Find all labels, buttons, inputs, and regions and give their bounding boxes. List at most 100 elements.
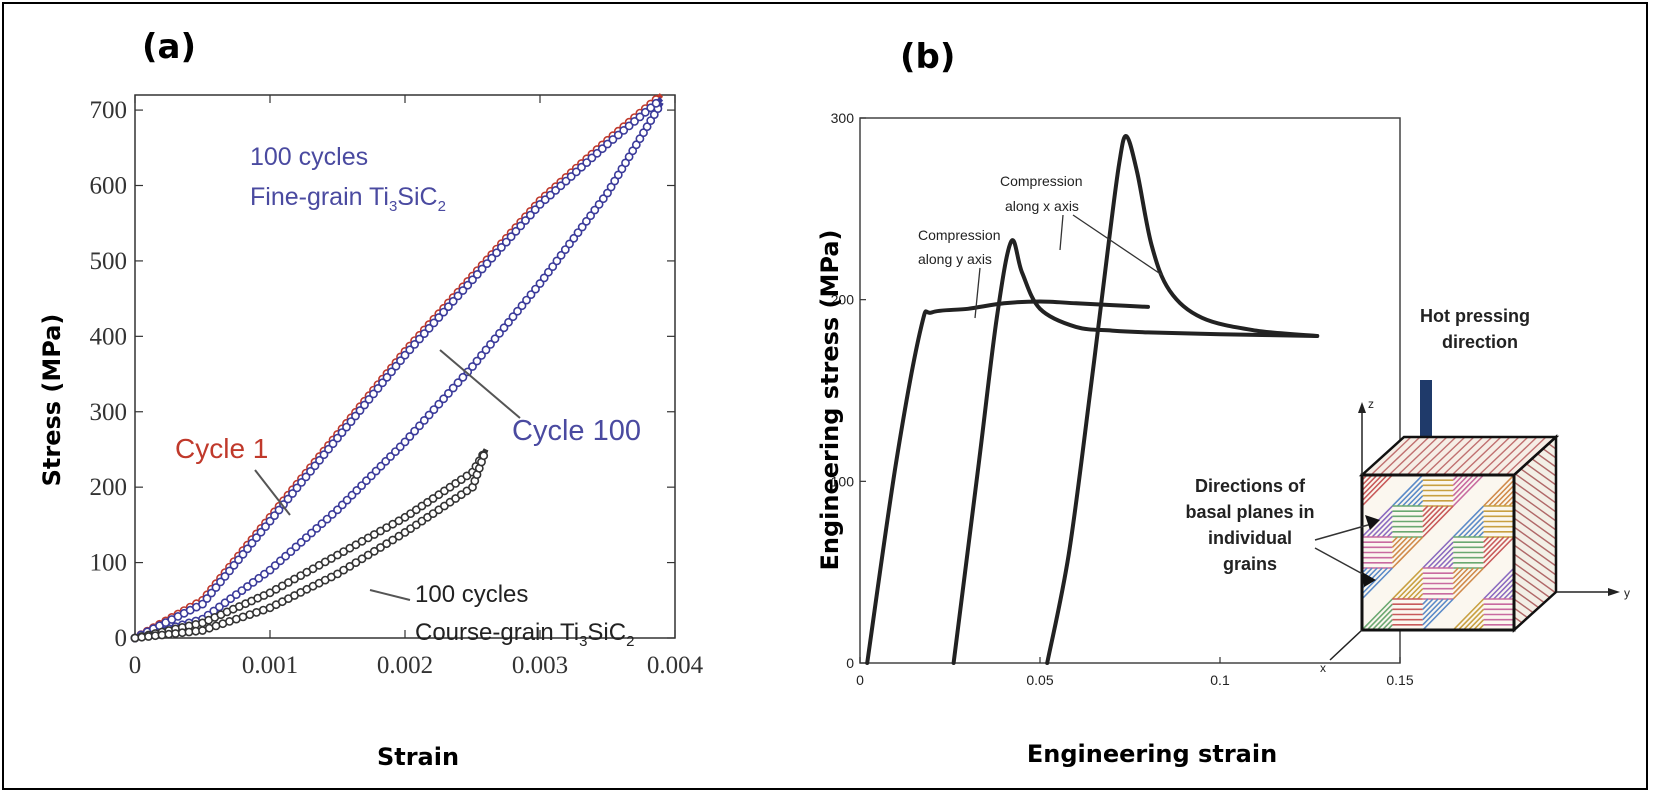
- cube-front-hatch: [1427, 541, 1454, 569]
- panel-a-data-point: [301, 472, 311, 482]
- panel-a-data-point: [382, 539, 391, 549]
- panel-a-data-point: [424, 323, 434, 333]
- panel-a-data-point: [443, 302, 453, 312]
- panel-a-data-point: [286, 547, 296, 556]
- cube-side-hatch: [1514, 472, 1556, 504]
- panel-a-data-point: [468, 275, 477, 285]
- panel-a-y-tick-label: 400: [90, 323, 128, 350]
- panel-a-x-tick-label: 0: [129, 652, 142, 679]
- cube-front-hatch: [1483, 536, 1500, 554]
- cube-top-hatch: [1623, 437, 1654, 475]
- fine-grain-label-line1: 100 cycles: [250, 143, 368, 171]
- cube-top-hatch: [1308, 437, 1348, 475]
- panel-a-data-point: [342, 422, 351, 432]
- cube-top-hatch: [1605, 437, 1645, 475]
- cube-front-hatch: [1422, 598, 1444, 621]
- panel-a-data-point: [482, 259, 492, 268]
- cube-top-face: [1272, 437, 1654, 475]
- panel-a-data-point: [327, 510, 337, 519]
- cube-top-hatch: [1587, 437, 1627, 475]
- cube-front-hatch: [1493, 484, 1514, 507]
- cube-front-hatch: [1362, 475, 1383, 497]
- panel-a-data-point: [339, 565, 348, 575]
- panel-a-y-tick-label: 300: [90, 399, 128, 426]
- cube-front-hatch: [1391, 475, 1424, 507]
- panel-a-data-point: [640, 107, 650, 117]
- panel-a-data-point: [517, 301, 527, 311]
- panel-b-series-0: [865, 299, 1150, 665]
- cube-top-hatch: [1272, 437, 1312, 475]
- panel-b-x-tick-labels: 0 0.05 0.1 0.15: [856, 672, 1414, 688]
- panel-a-data-point: [560, 245, 570, 254]
- panel-a-data-point: [569, 233, 579, 243]
- cube-front-hatch: [1452, 567, 1475, 590]
- panel-a-data-point: [360, 400, 369, 410]
- cube-side-hatch: [1514, 625, 1556, 630]
- panel-a-x-tick-label: 0.004: [647, 652, 704, 679]
- cube-front-hatch: [1452, 567, 1469, 585]
- panel-a-data-point: [561, 176, 571, 186]
- panel-a-data-point: [511, 226, 521, 236]
- cube-front-hatch: [1422, 505, 1429, 512]
- panel-b-y-tick-label: 200: [831, 292, 855, 308]
- cube-front-hatch: [1432, 546, 1454, 569]
- panel-a: 0 0.001 0.002 0.003 0.004 0 100 200 300 400 500 60…: [38, 93, 704, 771]
- panel-a-plot-area: [134, 94, 676, 639]
- panel-a-y-tick-label: 700: [90, 97, 128, 124]
- panel-a-data-point: [400, 350, 410, 360]
- cube-front-hatch: [1362, 567, 1393, 600]
- cube-front-hatch: [1391, 536, 1419, 564]
- cube-side-hatch: [1514, 392, 1556, 422]
- panel-a-data-point: [463, 280, 473, 290]
- panel-a-data-point: [463, 367, 473, 377]
- panel-a-data-point: [312, 524, 322, 533]
- cube-front-hatch: [1452, 475, 1475, 497]
- panel-a-data-point: [229, 560, 239, 570]
- panel-a-data-point: [252, 533, 261, 543]
- cube-front-hatch: [1452, 475, 1485, 507]
- panel-a-data-point: [382, 372, 392, 382]
- cube-top-hatch: [1406, 437, 1448, 475]
- panel-a-data-point: [254, 573, 264, 583]
- panel-a-data-point: [646, 103, 656, 113]
- panel-a-data-point: [315, 455, 324, 465]
- panel-a-data-point: [243, 544, 252, 554]
- grain-pointer-1-arrowhead: [1365, 515, 1380, 530]
- panel-a-data-point: [400, 437, 410, 447]
- cube-top-hatch: [1487, 437, 1529, 475]
- fine-grain-sub-3: 3: [389, 198, 397, 215]
- panel-a-data-point: [582, 158, 592, 167]
- cube-front-hatch: [1422, 505, 1434, 517]
- comp-x-label-line1: Compression: [1000, 173, 1082, 189]
- panel-a-data-point: [265, 516, 275, 526]
- panel-a-data-point: [291, 542, 301, 552]
- cube-side-hatch: [1514, 689, 1556, 719]
- cube-front-hatch: [1483, 567, 1514, 600]
- cube-front-hatch: [1422, 505, 1444, 528]
- panel-b-x-tick-label: 0.05: [1026, 672, 1053, 688]
- cube-front-hatch: [1396, 572, 1424, 600]
- panel-a-data-point: [594, 199, 604, 209]
- panel-a-data-point: [540, 195, 550, 205]
- panel-a-data-point: [283, 494, 293, 504]
- panel-a-data-point: [234, 555, 243, 565]
- panel-a-data-point: [429, 405, 439, 414]
- panel-a-data-point: [439, 394, 448, 404]
- panel-a-data-point: [363, 550, 373, 560]
- panel-a-data-point: [274, 505, 284, 515]
- panel-a-data-point: [586, 211, 595, 221]
- panel-b-x-axis-title: Engineering strain: [1027, 740, 1277, 768]
- panel-a-data-point: [297, 477, 306, 487]
- panel-a-data-point: [496, 242, 506, 252]
- panel-a-data-point: [355, 406, 365, 415]
- comp-x-label-line2: along x axis: [1005, 198, 1079, 214]
- panel-a-data-point: [608, 135, 618, 144]
- cube-front-hatch: [1396, 479, 1424, 507]
- panel-a-y-tick-labels: 0 100 200 300 400 500 600 700: [90, 97, 128, 652]
- cube-front-hatch: [1483, 536, 1505, 559]
- panel-a-data-point: [275, 556, 285, 566]
- cube-side-hatch: [1514, 635, 1556, 665]
- cube-front-hatch: [1437, 551, 1454, 569]
- cube-top-hatch: [1614, 437, 1654, 475]
- panel-a-data-point: [207, 588, 216, 598]
